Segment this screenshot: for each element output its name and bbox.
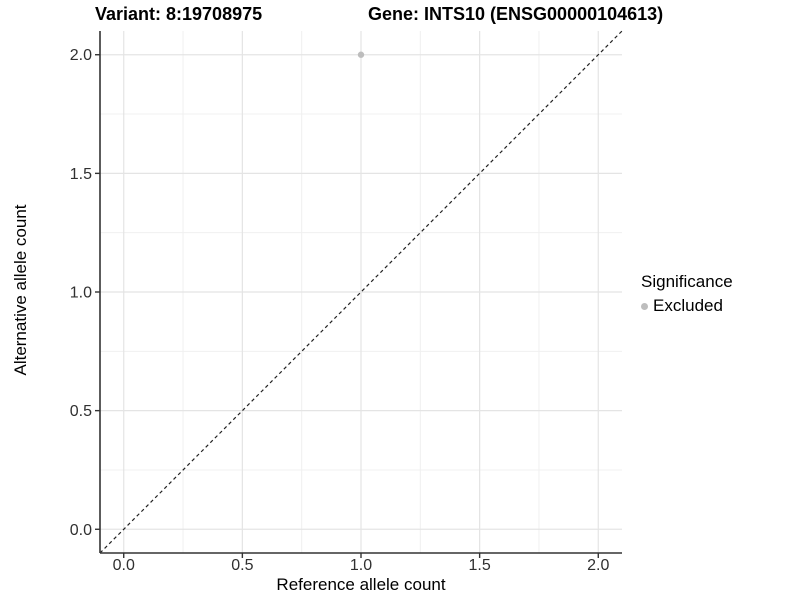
variant-title: Variant: 8:19708975 <box>95 4 263 24</box>
y-tick-label: 1.0 <box>70 285 92 302</box>
legend-item-label: Excluded <box>653 296 723 315</box>
x-tick-label: 2.0 <box>587 557 609 574</box>
y-tick-label: 2.0 <box>70 47 92 64</box>
x-axis-title: Reference allele count <box>276 575 446 594</box>
x-tick-label: 0.0 <box>113 557 135 574</box>
y-tick-label: 1.5 <box>70 166 92 183</box>
legend: Significance Excluded <box>641 272 733 316</box>
x-tick-label: 1.5 <box>469 557 491 574</box>
y-tick-label: 0.5 <box>70 403 92 420</box>
y-tick-label: 0.0 <box>70 522 92 539</box>
legend-title: Significance <box>641 272 733 291</box>
x-tick-label: 0.5 <box>231 557 253 574</box>
x-tick-label: 1.0 <box>350 557 372 574</box>
data-point <box>357 51 365 58</box>
legend-item-excluded: Excluded <box>641 296 733 316</box>
gene-title: Gene: INTS10 (ENSG00000104613) <box>368 4 664 24</box>
y-axis-title: Alternative allele count <box>11 204 30 376</box>
legend-point-icon <box>641 302 648 310</box>
